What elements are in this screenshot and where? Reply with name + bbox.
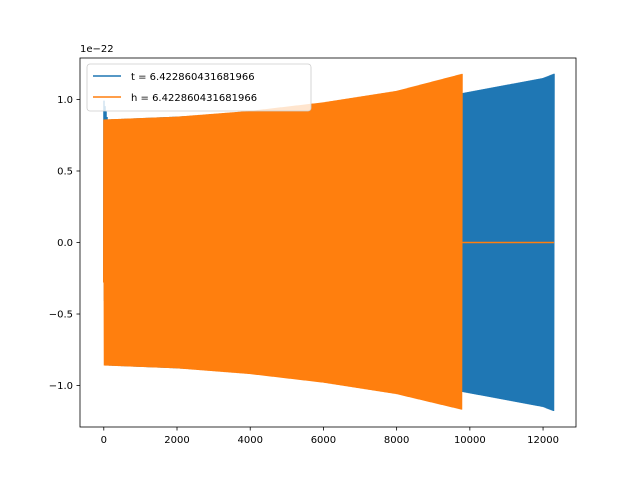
y-tick-label: 1.0 [57, 95, 73, 106]
x-axis-ticks: 0 2000 4000 6000 8000 10000 12000 [101, 427, 559, 446]
y-axis-ticks: −1.0 −0.5 0.0 0.5 1.0 [49, 95, 80, 392]
y-tick-label: 0.5 [57, 166, 73, 177]
legend-label: h = 6.422860431681966 [131, 93, 257, 104]
series-line [103, 73, 463, 410]
legend-box [86, 63, 312, 112]
x-tick-label: 4000 [237, 435, 262, 446]
x-tick-label: 0 [101, 435, 107, 446]
x-tick-label: 12000 [527, 435, 559, 446]
y-tick-label: −0.5 [49, 310, 73, 321]
y-tick-label: −1.0 [49, 381, 73, 392]
y-tick-label: 0.0 [57, 238, 73, 249]
x-tick-label: 8000 [384, 435, 409, 446]
series-2 [103, 73, 555, 410]
legend: t = 6.422860431681966 h = 6.4228604316819… [86, 63, 312, 112]
x-tick-label: 2000 [164, 435, 189, 446]
x-tick-label: 10000 [454, 435, 486, 446]
x-tick-label: 6000 [311, 435, 336, 446]
y-axis-offset-label: 1e−22 [80, 44, 114, 55]
legend-label: t = 6.422860431681966 [131, 72, 255, 83]
series-layer [103, 73, 555, 412]
